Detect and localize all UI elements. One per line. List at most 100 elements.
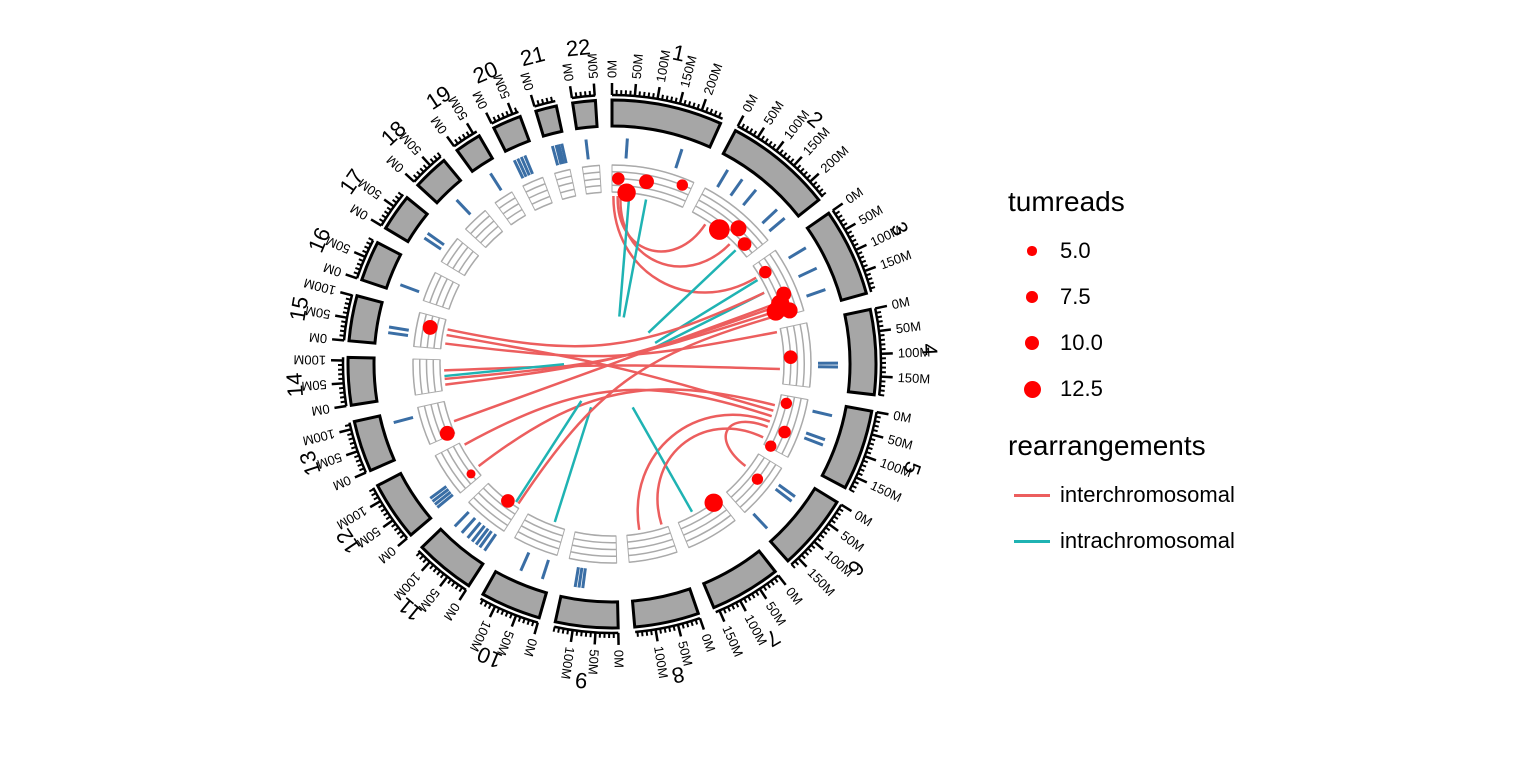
minor-tick (872, 429, 878, 433)
major-tick (485, 112, 493, 125)
track-line (434, 455, 461, 494)
chromosome-label: 1 (670, 40, 687, 67)
tumreads-point (422, 319, 438, 335)
chromosome-10-ideogram (480, 569, 549, 620)
track-line (432, 359, 437, 393)
track-frame (494, 191, 527, 226)
tumreads-point (501, 494, 515, 508)
tick-label: 0M (698, 632, 718, 654)
minor-tick (353, 271, 359, 275)
minor-tick (541, 98, 545, 105)
track-frame (514, 513, 566, 556)
minor-tick (692, 102, 696, 108)
minor-tick (526, 619, 531, 625)
minor-tick (371, 492, 377, 497)
tick-label: 0M (308, 330, 327, 347)
segment-mark (752, 512, 769, 530)
minor-tick (344, 423, 351, 427)
segment-mark (573, 566, 580, 588)
minor-tick (771, 143, 777, 149)
tick-baseline (848, 411, 878, 491)
minor-tick (345, 297, 352, 301)
rearrangements-legend-entry: intrachromosomal (1008, 518, 1235, 564)
segment-mark (674, 148, 684, 169)
minor-tick (773, 577, 779, 583)
segment-mark (742, 188, 758, 207)
minor-tick (645, 630, 649, 636)
minor-tick (344, 302, 350, 306)
segment-mark (523, 154, 534, 175)
chromosome-21-ideogram (534, 104, 564, 138)
tick-label: 150M (897, 370, 930, 387)
minor-tick (347, 432, 353, 437)
minor-tick (341, 320, 347, 324)
minor-tick (743, 597, 748, 604)
tumreads-point (730, 220, 747, 237)
intrachromosomal-link (654, 279, 759, 344)
ideogram-ring (346, 98, 878, 630)
track-line (528, 189, 548, 199)
track-line (626, 525, 669, 537)
track-line (571, 544, 617, 551)
segment-mark (470, 524, 486, 543)
major-tick (874, 304, 888, 310)
tumreads-point (708, 219, 730, 240)
minor-tick (862, 264, 868, 268)
segment-mark (777, 483, 796, 498)
intrachromosomal-link (631, 406, 694, 513)
minor-tick (364, 245, 370, 250)
track-line (470, 215, 491, 235)
segment-mark (787, 246, 807, 260)
minor-tick (668, 626, 672, 632)
major-tick (510, 614, 518, 627)
minor-tick (355, 266, 361, 271)
minor-tick (786, 155, 791, 161)
minor-tick (447, 578, 452, 585)
minor-tick (873, 424, 879, 428)
tick-baseline (491, 110, 519, 125)
tick-baseline (831, 209, 873, 293)
segment-mark (436, 493, 454, 509)
minor-tick (860, 259, 867, 264)
major-tick (446, 135, 456, 147)
segment-mark (581, 568, 587, 589)
segment-mark (584, 139, 590, 160)
segment-mark (768, 217, 786, 233)
minor-tick (416, 170, 422, 176)
minor-tick (450, 581, 456, 587)
chromosome-9-ideogram (553, 594, 620, 630)
minor-tick (696, 103, 701, 110)
interchromosomal-link (636, 413, 771, 530)
legend-point-icon (1023, 380, 1041, 398)
tick-label: 50M (886, 432, 914, 453)
tumreads-point (783, 350, 798, 365)
chromosome-1-ideogram (610, 98, 723, 150)
tick-label: 100M (558, 646, 578, 680)
point-tracks (412, 164, 812, 564)
track-line (573, 537, 617, 544)
minor-tick (683, 99, 687, 106)
minor-tick (531, 620, 535, 627)
interchromosomal-link (612, 195, 757, 294)
major-tick (676, 624, 683, 637)
segment-mark (577, 567, 584, 588)
minor-tick (436, 152, 442, 158)
tick-label: 0M (427, 113, 450, 136)
minor-tick (339, 334, 345, 337)
major-tick (876, 410, 889, 416)
minor-tick (665, 95, 669, 101)
minor-tick (839, 218, 846, 223)
track-frame (422, 271, 460, 310)
tumreads-point (612, 172, 625, 185)
track-line (775, 397, 796, 452)
minor-tick (504, 611, 509, 617)
tick-label: 50M (304, 303, 332, 322)
chromosome-label: 8 (670, 662, 687, 689)
tick-baseline (534, 99, 556, 108)
major-tick (506, 102, 514, 115)
minor-tick (381, 214, 387, 219)
major-tick (488, 605, 497, 618)
tick-label: 100M (293, 352, 326, 367)
tick-label: 200M (817, 143, 851, 176)
